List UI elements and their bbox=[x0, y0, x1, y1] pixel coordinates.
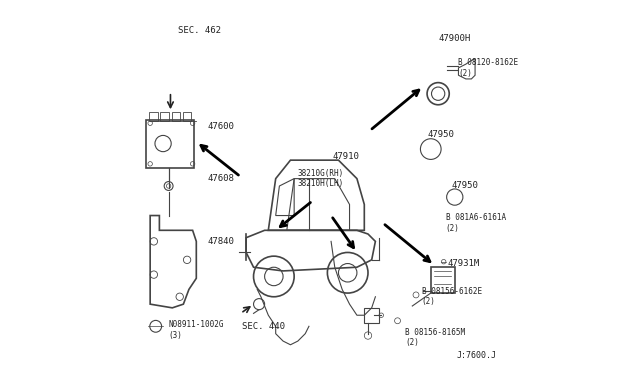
Text: B 08120-8162E
(2): B 08120-8162E (2) bbox=[458, 58, 518, 77]
Text: 47910: 47910 bbox=[333, 152, 360, 161]
Text: B 081A6-6161A
(2): B 081A6-6161A (2) bbox=[445, 213, 506, 232]
Bar bbox=[161, 112, 168, 121]
Text: B 08156-6162E
(2): B 08156-6162E (2) bbox=[422, 287, 482, 307]
Text: B 08156-8165M
(2): B 08156-8165M (2) bbox=[405, 328, 465, 347]
Text: 47931M: 47931M bbox=[447, 259, 479, 268]
Text: 47900H: 47900H bbox=[438, 34, 470, 43]
Text: 47600: 47600 bbox=[207, 122, 234, 131]
Bar bbox=[172, 112, 180, 121]
Bar bbox=[364, 308, 379, 323]
Text: J:7600.J: J:7600.J bbox=[456, 351, 497, 360]
Text: SEC. 440: SEC. 440 bbox=[243, 322, 285, 331]
Bar bbox=[182, 112, 191, 121]
Text: 47840: 47840 bbox=[207, 237, 234, 246]
Text: N08911-1002G
(3): N08911-1002G (3) bbox=[168, 320, 224, 340]
Text: 47608: 47608 bbox=[207, 174, 234, 183]
Bar bbox=[149, 112, 157, 121]
Text: 47950: 47950 bbox=[451, 182, 478, 190]
Text: 38210G(RH)
38210H(LH): 38210G(RH) 38210H(LH) bbox=[298, 169, 344, 188]
Text: SEC. 462: SEC. 462 bbox=[178, 26, 221, 35]
Text: 47950: 47950 bbox=[427, 130, 454, 139]
